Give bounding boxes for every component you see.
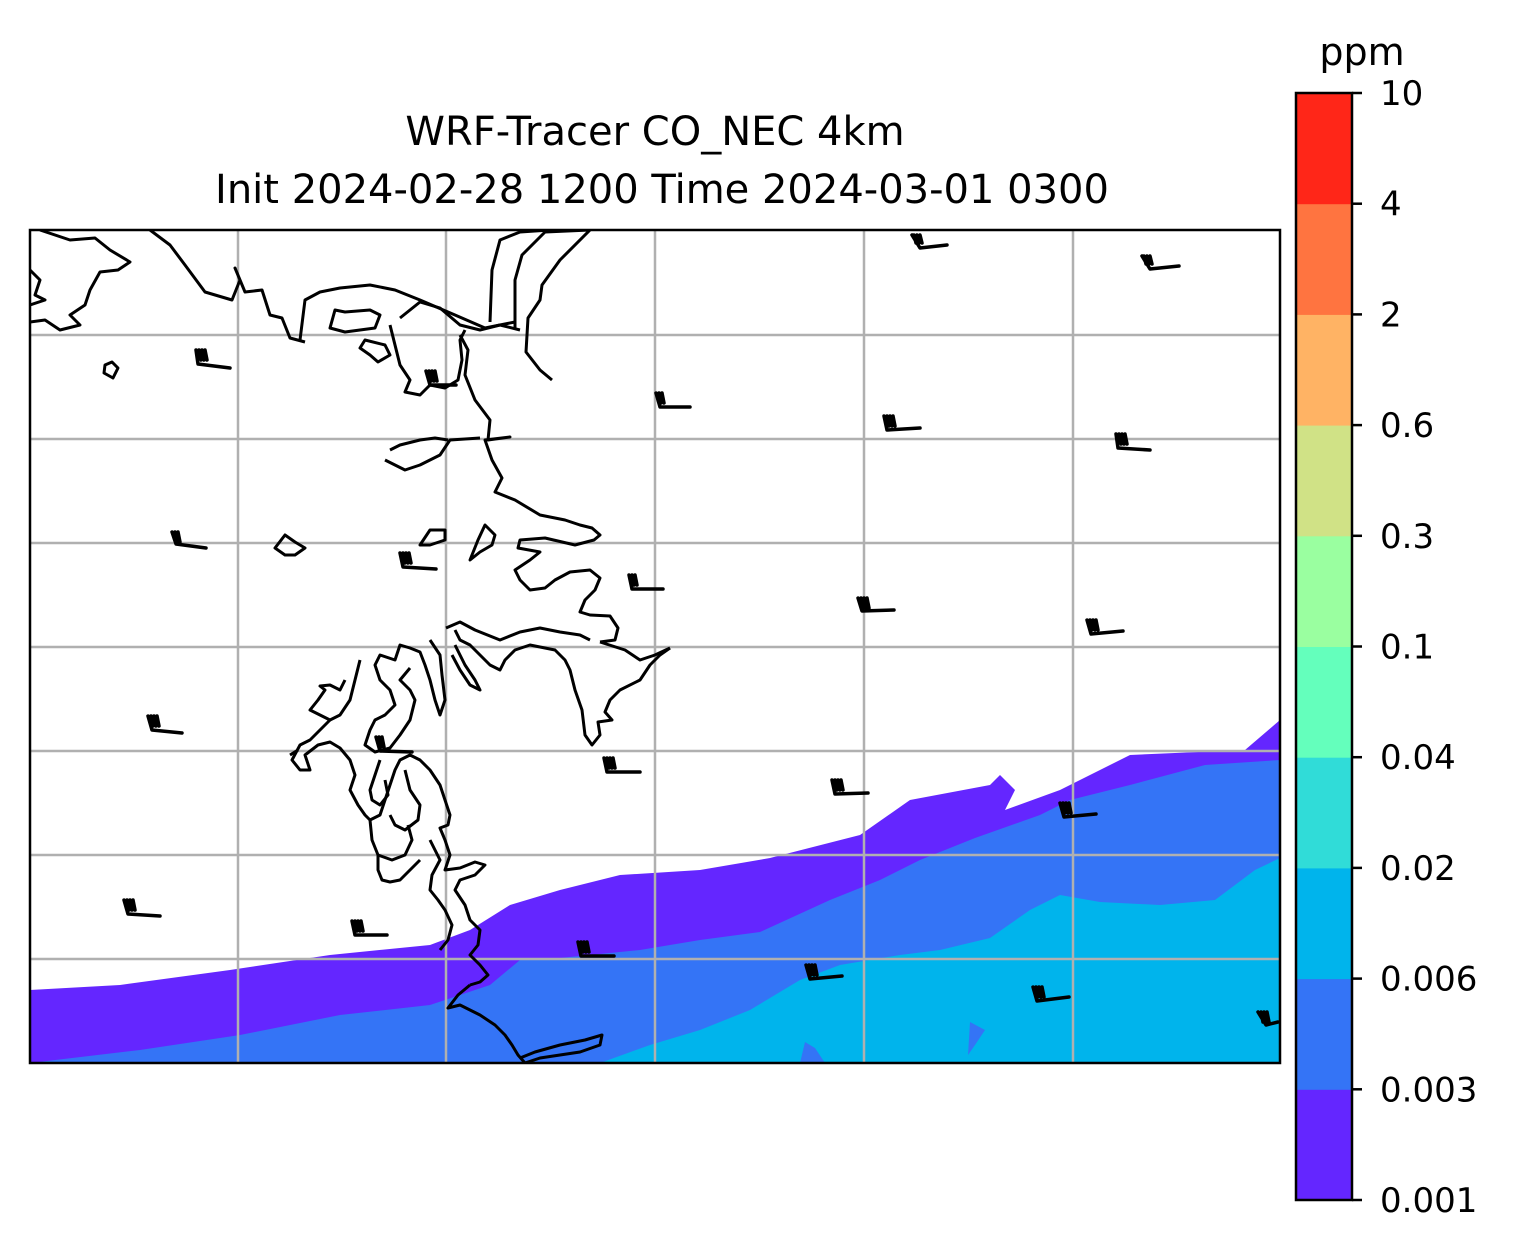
wind-barb bbox=[627, 573, 665, 591]
gridlines bbox=[30, 230, 1280, 1063]
tracer-patch-1 bbox=[800, 1042, 825, 1063]
colorbar-segments bbox=[1296, 93, 1352, 1201]
wind-barbs bbox=[122, 233, 1280, 1027]
wind-barb bbox=[804, 963, 844, 981]
wind-barb bbox=[576, 940, 616, 958]
wind-barb bbox=[1058, 801, 1098, 819]
colorbar-frame bbox=[1294, 91, 1354, 1202]
wind-barb bbox=[350, 919, 389, 937]
colorbar-unit-label: ppm bbox=[1319, 30, 1404, 74]
wind-barb bbox=[654, 391, 692, 409]
tracer-band-0006 bbox=[600, 858, 1280, 1063]
colorbar-segment bbox=[1296, 1089, 1352, 1201]
colorbar-tick-label: 0.001 bbox=[1380, 1181, 1477, 1221]
title-line-2: Init 2024-02-28 1200 Time 2024-03-01 030… bbox=[215, 167, 1109, 213]
wind-barb bbox=[856, 596, 896, 613]
wind-barb bbox=[830, 778, 870, 796]
colorbar-tick-label: 10 bbox=[1380, 74, 1423, 114]
map-panel bbox=[28, 228, 1282, 1065]
colorbar-tick-label: 0.6 bbox=[1380, 406, 1434, 446]
wind-barb bbox=[1140, 254, 1181, 271]
tracer-patch-2 bbox=[968, 1022, 985, 1055]
colorbar-segment bbox=[1296, 93, 1352, 205]
colorbar-tick-label: 4 bbox=[1380, 185, 1402, 225]
colorbar-segment bbox=[1296, 978, 1352, 1090]
colorbar-segment bbox=[1296, 535, 1352, 647]
colorbar: ppm 0.001 0.003 0.006 0.02 0.04 0.1 0.3 0.6 2 4 10 bbox=[1294, 30, 1477, 1221]
wind-barb bbox=[398, 551, 438, 571]
wind-barb bbox=[170, 530, 208, 550]
colorbar-tick-label: 0.1 bbox=[1380, 628, 1434, 668]
colorbar-segment bbox=[1296, 203, 1352, 315]
colorbar-tick-label: 0.02 bbox=[1380, 849, 1456, 889]
colorbar-tick-label: 0.006 bbox=[1380, 960, 1477, 1000]
wind-barb bbox=[122, 898, 162, 918]
wind-barb bbox=[910, 233, 949, 250]
colorbar-segment bbox=[1296, 646, 1352, 758]
wind-barb bbox=[882, 414, 922, 432]
colorbar-tick-label: 0.003 bbox=[1380, 1070, 1477, 1110]
title-line-1: WRF-Tracer CO_NEC 4km bbox=[405, 109, 904, 155]
wind-barb bbox=[1085, 618, 1125, 636]
colorbar-ticks: 0.001 0.003 0.006 0.02 0.04 0.1 0.3 0.6 2 4 10 bbox=[1352, 74, 1477, 1221]
colorbar-tick-label: 0.3 bbox=[1380, 517, 1434, 557]
wind-barb bbox=[374, 735, 414, 754]
wind-barb bbox=[194, 348, 232, 370]
wind-barb bbox=[1114, 432, 1152, 452]
colorbar-segment bbox=[1296, 757, 1352, 869]
colorbar-tick-label: 0.04 bbox=[1380, 738, 1456, 778]
colorbar-segment bbox=[1296, 314, 1352, 426]
colorbar-tick-label: 2 bbox=[1380, 295, 1402, 335]
wind-barb bbox=[424, 369, 458, 387]
colorbar-segment bbox=[1296, 867, 1352, 980]
wind-barb bbox=[146, 714, 184, 735]
wind-barb bbox=[1031, 985, 1071, 1003]
wind-barb bbox=[1256, 1010, 1280, 1027]
coastlines bbox=[30, 230, 671, 1063]
map-frame bbox=[28, 228, 1282, 1065]
wind-barb bbox=[602, 756, 642, 774]
colorbar-segment bbox=[1296, 425, 1352, 537]
